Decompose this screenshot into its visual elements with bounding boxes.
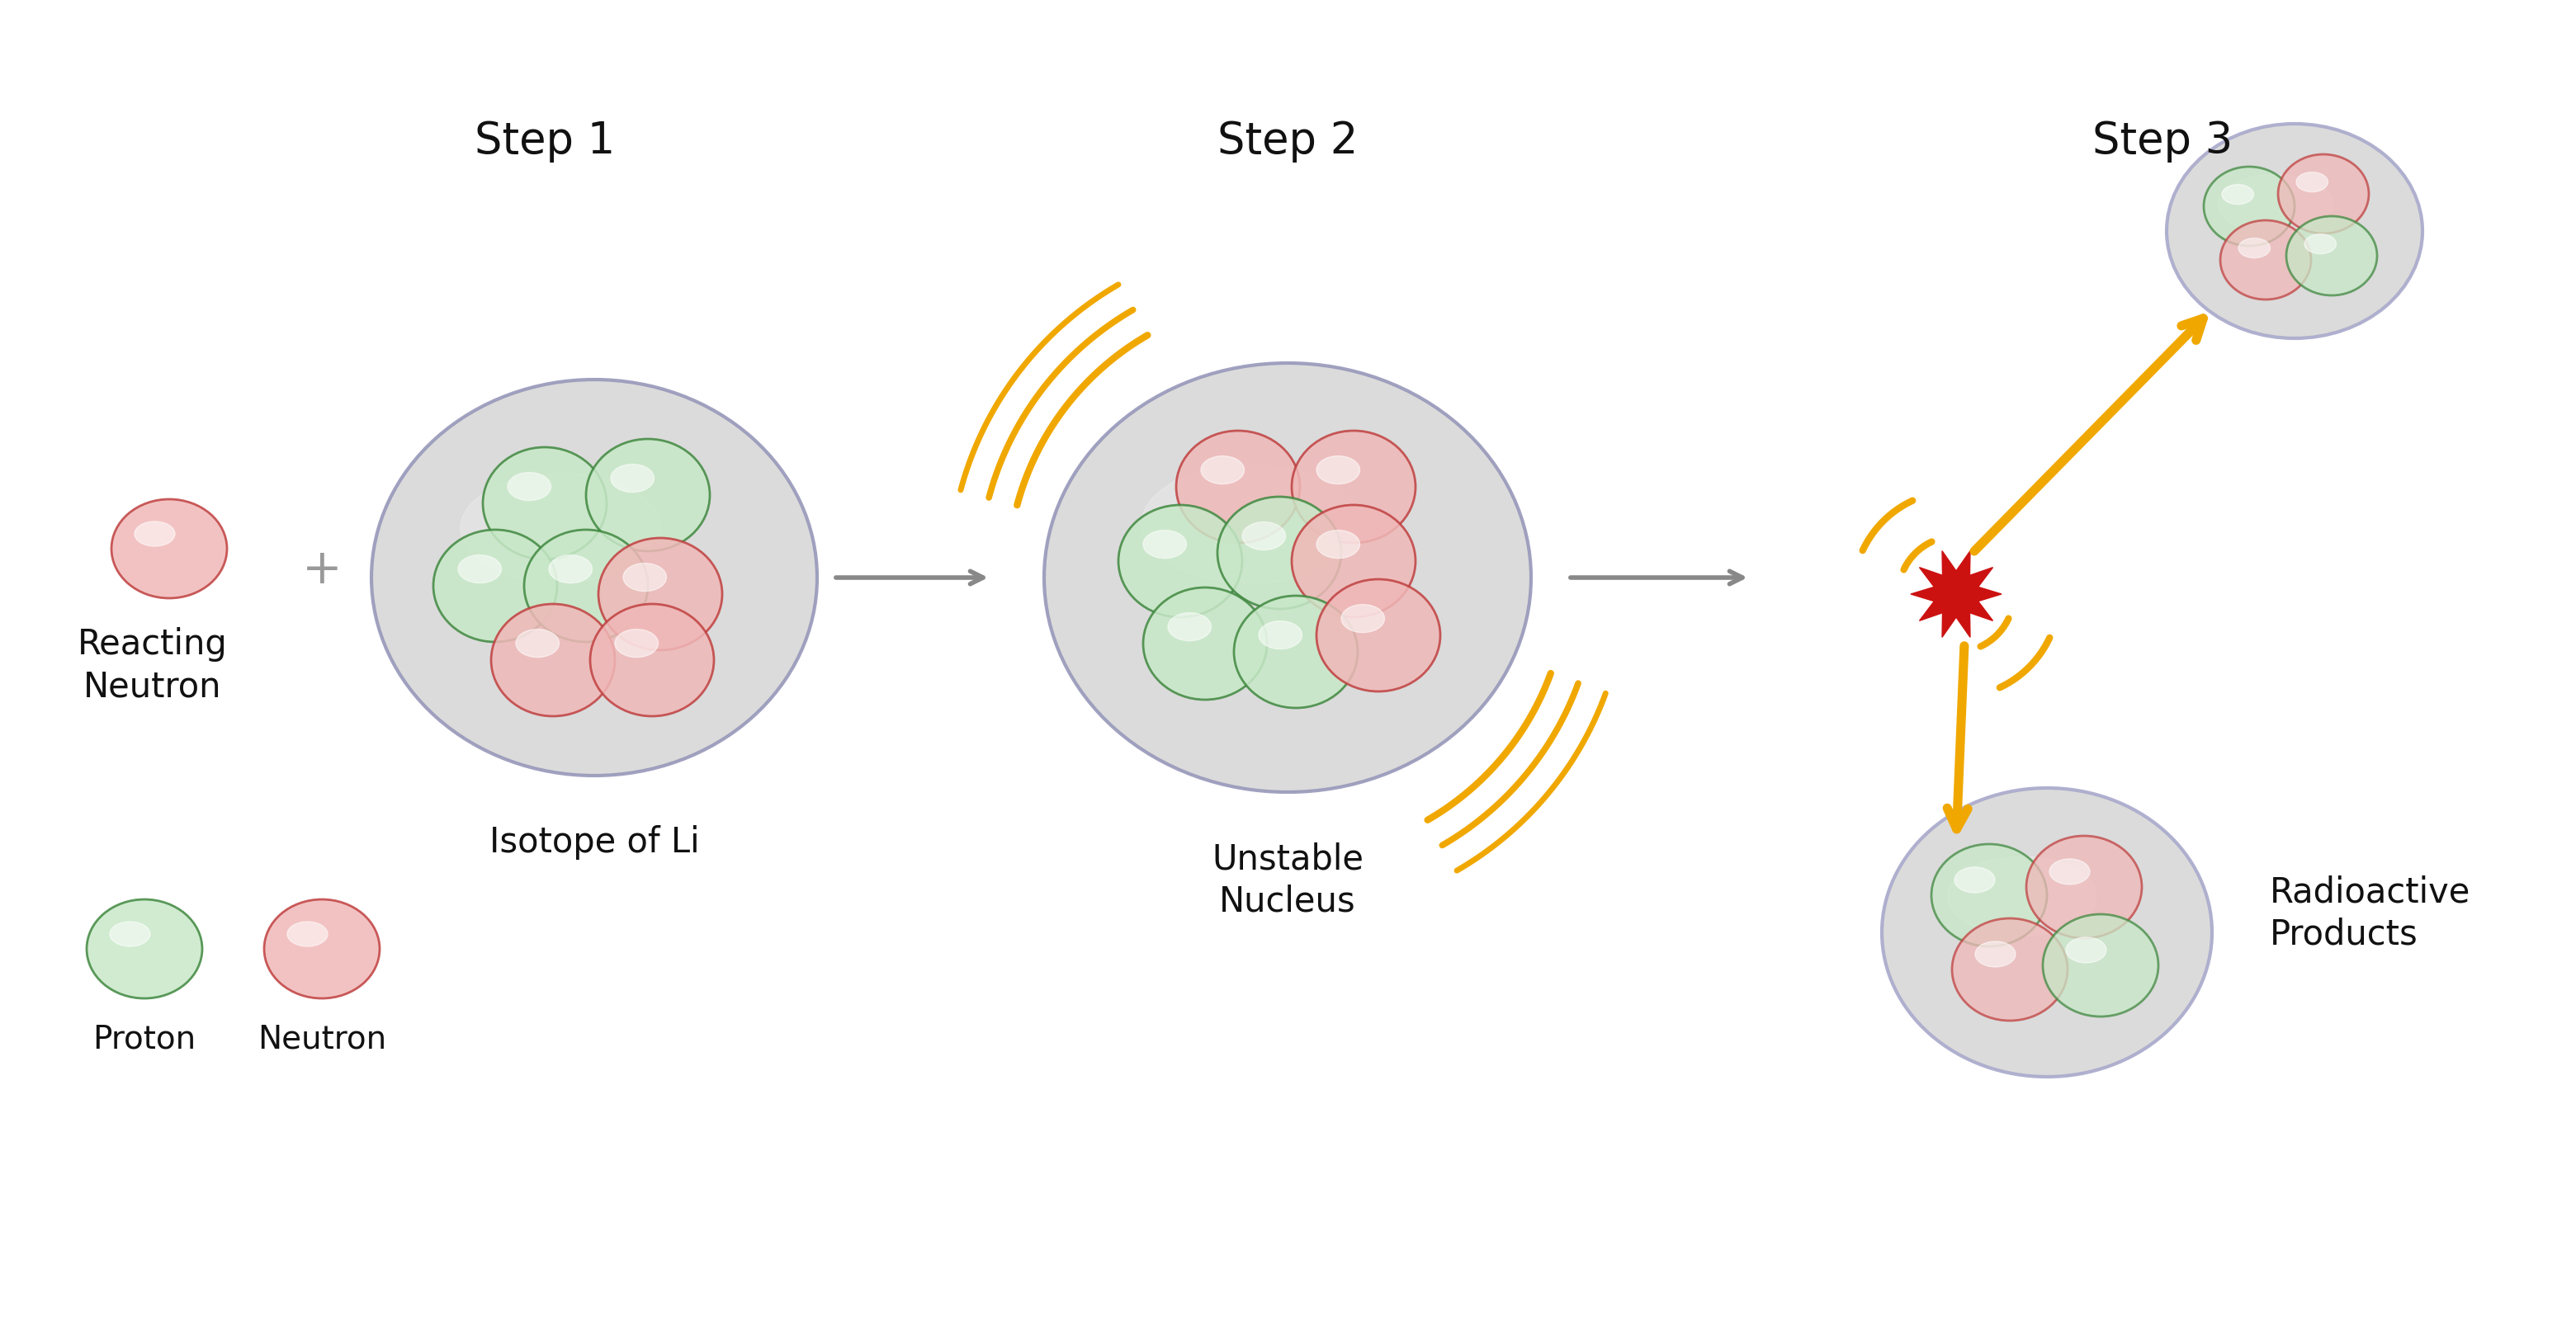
Ellipse shape (590, 604, 714, 716)
Ellipse shape (2166, 124, 2421, 338)
Ellipse shape (2295, 172, 2329, 192)
Ellipse shape (1200, 456, 1244, 483)
Text: +: + (301, 546, 343, 593)
Ellipse shape (515, 629, 559, 658)
Ellipse shape (88, 900, 204, 999)
Ellipse shape (111, 499, 227, 598)
Ellipse shape (2306, 234, 2336, 254)
Ellipse shape (461, 474, 662, 583)
Ellipse shape (1316, 579, 1440, 691)
Ellipse shape (1242, 522, 1285, 550)
Ellipse shape (1218, 497, 1342, 609)
Ellipse shape (1177, 431, 1301, 543)
Ellipse shape (1144, 588, 1267, 700)
Ellipse shape (1953, 918, 2069, 1021)
Ellipse shape (1342, 605, 1383, 633)
Ellipse shape (492, 604, 616, 716)
Ellipse shape (2027, 836, 2141, 938)
Ellipse shape (1976, 942, 2014, 967)
Ellipse shape (2202, 166, 2295, 246)
Ellipse shape (523, 530, 649, 642)
Ellipse shape (1141, 465, 1360, 583)
Ellipse shape (1167, 613, 1211, 641)
Ellipse shape (1234, 596, 1358, 708)
Ellipse shape (111, 922, 149, 946)
Ellipse shape (598, 538, 721, 650)
Ellipse shape (2218, 174, 2334, 234)
Ellipse shape (2043, 914, 2159, 1017)
Ellipse shape (1316, 530, 1360, 559)
Ellipse shape (2277, 155, 2370, 234)
Ellipse shape (459, 555, 502, 583)
Ellipse shape (1144, 530, 1188, 559)
Ellipse shape (433, 530, 556, 642)
Text: Step 2: Step 2 (1218, 120, 1358, 162)
Ellipse shape (134, 522, 175, 546)
Ellipse shape (549, 555, 592, 583)
Ellipse shape (289, 922, 327, 946)
Ellipse shape (611, 464, 654, 493)
Ellipse shape (1291, 505, 1417, 617)
Ellipse shape (1260, 621, 1301, 649)
Ellipse shape (371, 379, 817, 775)
Text: Step 3: Step 3 (2092, 120, 2233, 162)
Ellipse shape (507, 473, 551, 501)
Text: Step 1: Step 1 (474, 120, 616, 162)
Ellipse shape (1118, 505, 1242, 617)
Ellipse shape (1883, 789, 2213, 1077)
Ellipse shape (2287, 217, 2378, 296)
Ellipse shape (2221, 221, 2311, 300)
Ellipse shape (2223, 185, 2254, 205)
Ellipse shape (623, 563, 667, 592)
Polygon shape (1911, 551, 2002, 637)
Ellipse shape (1932, 844, 2048, 946)
Ellipse shape (1316, 456, 1360, 483)
Text: Reacting
Neutron: Reacting Neutron (77, 627, 227, 704)
Ellipse shape (1291, 431, 1417, 543)
Ellipse shape (1955, 867, 1994, 893)
Ellipse shape (2239, 238, 2269, 258)
Text: Unstable
Nucleus: Unstable Nucleus (1211, 841, 1363, 919)
Ellipse shape (1043, 363, 1530, 793)
Text: Proton: Proton (93, 1024, 196, 1054)
Text: Radioactive
Products: Radioactive Products (2269, 875, 2470, 952)
Text: Isotope of Li: Isotope of Li (489, 826, 698, 860)
Ellipse shape (616, 629, 659, 658)
Ellipse shape (2066, 937, 2107, 963)
Ellipse shape (265, 900, 379, 999)
Ellipse shape (585, 439, 711, 551)
Ellipse shape (1947, 856, 2097, 937)
Text: Neutron: Neutron (258, 1024, 386, 1054)
Ellipse shape (2050, 859, 2089, 885)
Ellipse shape (482, 448, 608, 559)
